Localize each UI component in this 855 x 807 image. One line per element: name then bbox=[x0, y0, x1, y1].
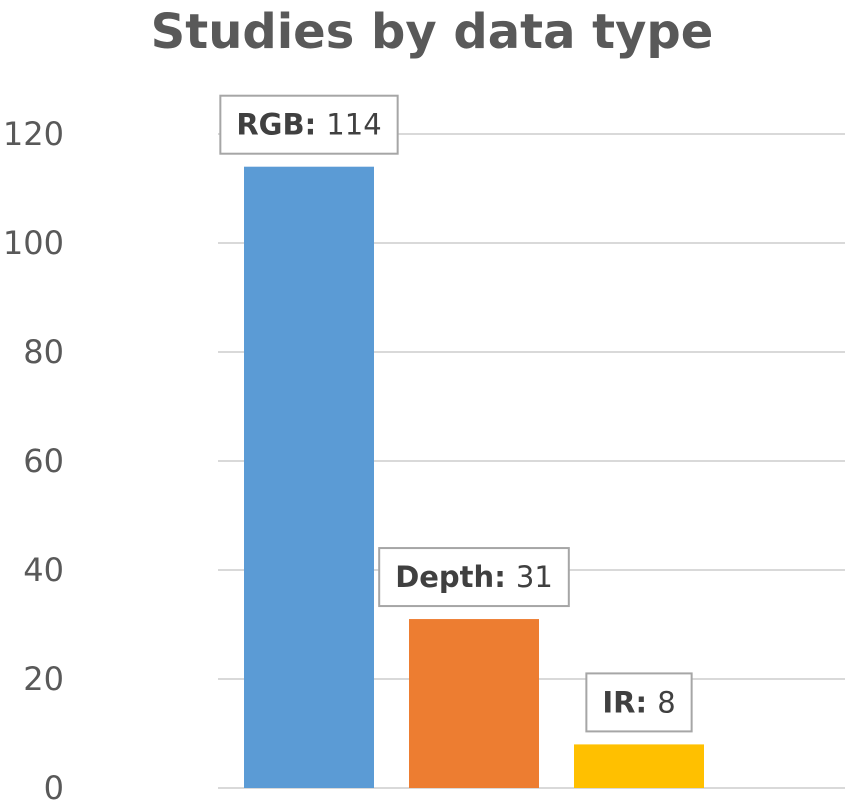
y-tick-label: 80 bbox=[23, 333, 64, 371]
bar-rgb bbox=[244, 166, 374, 788]
y-axis-ticks: 0 20 40 60 80 100 120 bbox=[3, 115, 64, 807]
data-label-category: IR bbox=[602, 685, 635, 719]
y-tick-label: 40 bbox=[23, 551, 64, 589]
y-tick-label: 60 bbox=[23, 442, 64, 480]
data-label-category: RGB bbox=[236, 108, 304, 142]
data-label-separator: : bbox=[635, 685, 657, 719]
bars bbox=[244, 166, 704, 788]
data-label-category: Depth bbox=[395, 560, 494, 594]
data-label-separator: : bbox=[494, 560, 516, 594]
data-label-value: 31 bbox=[516, 560, 553, 594]
bar-depth bbox=[409, 619, 539, 788]
y-tick-label: 0 bbox=[44, 769, 64, 807]
svg-text:IR: 8: IR: 8 bbox=[602, 685, 675, 719]
svg-text:RGB: 114: RGB: 114 bbox=[236, 108, 381, 142]
data-label-ir: IR: 8 bbox=[585, 672, 693, 733]
bar-ir bbox=[574, 744, 704, 788]
data-labels: RGB: 114 Depth: 31 IR: 8 bbox=[219, 94, 693, 733]
data-label-separator: : bbox=[305, 108, 327, 142]
data-label-rgb: RGB: 114 bbox=[219, 94, 399, 155]
data-label-value: 114 bbox=[326, 108, 381, 142]
y-tick-label: 100 bbox=[3, 224, 64, 262]
data-label-value: 8 bbox=[657, 685, 675, 719]
data-label-depth: Depth: 31 bbox=[378, 547, 570, 608]
chart-title: Studies by data type bbox=[151, 4, 714, 60]
svg-text:Depth: 31: Depth: 31 bbox=[395, 560, 553, 594]
y-tick-label: 20 bbox=[23, 660, 64, 698]
y-tick-label: 120 bbox=[3, 115, 64, 153]
